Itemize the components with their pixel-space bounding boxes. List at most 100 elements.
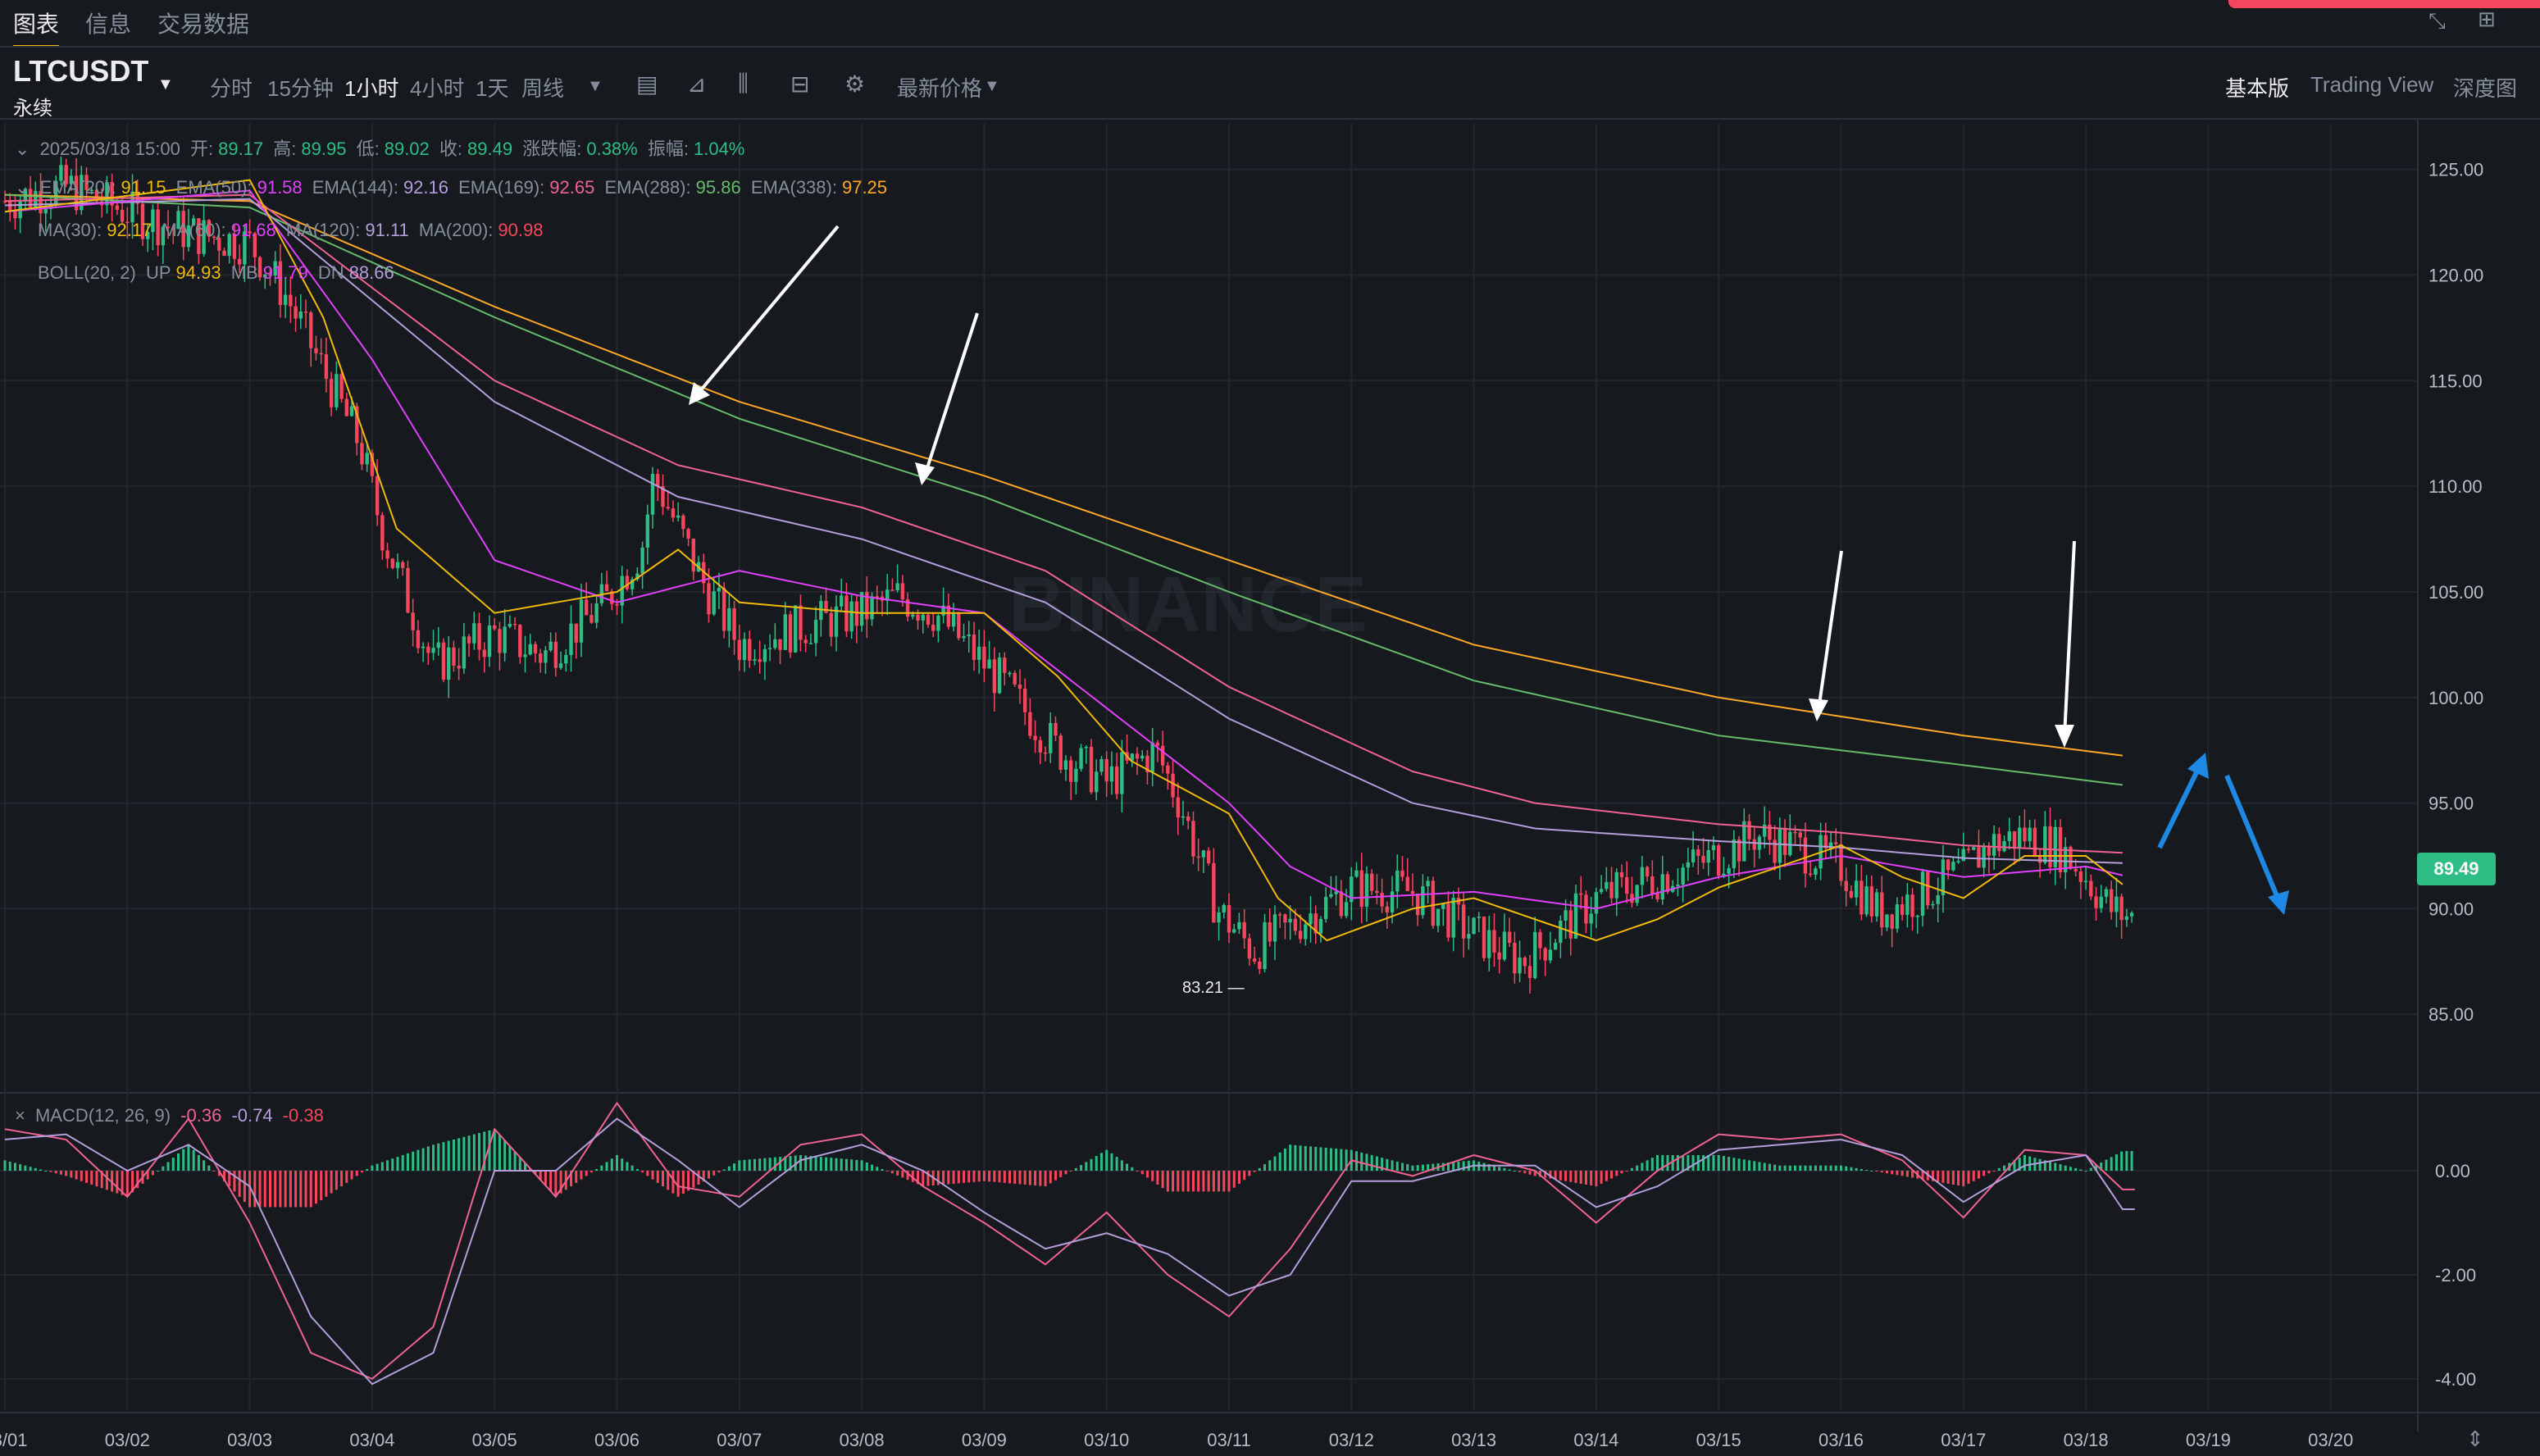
candle-body bbox=[110, 182, 114, 206]
candle-body bbox=[987, 659, 991, 669]
candle-body bbox=[1844, 880, 1848, 891]
collapse-legend-icon[interactable]: ⌄ bbox=[15, 177, 30, 198]
symbol-name[interactable]: LTCUSDT bbox=[13, 54, 149, 88]
ma30-value: 92.17 bbox=[107, 220, 152, 240]
macd-histogram-bar bbox=[284, 1171, 287, 1208]
more-timeframes-icon[interactable]: ▼ bbox=[587, 77, 603, 95]
macd-histogram-bar bbox=[472, 1134, 476, 1172]
template-icon[interactable]: ⊟ bbox=[790, 71, 810, 97]
candle-body bbox=[1323, 896, 1328, 920]
candle-body bbox=[1304, 924, 1308, 940]
macd-dea-value: -0.74 bbox=[231, 1105, 273, 1126]
macd-histogram-bar bbox=[1814, 1165, 1817, 1172]
tab-info[interactable]: 信息 bbox=[85, 11, 132, 37]
macd-histogram-bar bbox=[646, 1171, 649, 1176]
macd-histogram-bar bbox=[1243, 1171, 1246, 1181]
macd-histogram-bar bbox=[1666, 1154, 1669, 1172]
macd-histogram-bar bbox=[1172, 1171, 1175, 1192]
candle-body bbox=[1313, 913, 1318, 934]
scale-reset-icon[interactable]: ⇕ bbox=[2466, 1426, 2484, 1451]
ema-line bbox=[4, 193, 2123, 757]
timeframe-week[interactable]: 周线 bbox=[521, 76, 565, 101]
layout-grid-icon[interactable]: ⊞ bbox=[2478, 7, 2496, 31]
macd-histogram-bar bbox=[1997, 1167, 2001, 1172]
candle-body bbox=[854, 601, 859, 626]
candle-type-icon[interactable]: ⫼ bbox=[738, 71, 749, 96]
pane-divider[interactable] bbox=[0, 1092, 2540, 1094]
macd-histogram-bar bbox=[432, 1144, 435, 1172]
close-indicator-icon[interactable]: × bbox=[15, 1105, 25, 1126]
macd-histogram-bar bbox=[1503, 1167, 1506, 1172]
candle-body bbox=[1217, 912, 1221, 923]
boll-label: BOLL(20, 2) bbox=[38, 262, 136, 283]
macd-histogram-bar bbox=[1717, 1154, 1720, 1172]
macd-histogram-bar bbox=[890, 1171, 894, 1174]
candle-body bbox=[1722, 873, 1726, 876]
ema338-label: EMA(338): bbox=[750, 177, 837, 198]
candle-body bbox=[1114, 766, 1119, 794]
candle-body bbox=[1814, 868, 1818, 876]
macd-histogram-bar bbox=[54, 1171, 57, 1174]
candle-body bbox=[1956, 861, 1960, 862]
projection-arrowhead bbox=[2268, 890, 2289, 915]
macd-histogram-bar bbox=[753, 1158, 756, 1172]
view-depth[interactable]: 深度图 bbox=[2453, 76, 2518, 101]
calendar-icon[interactable]: ▤ bbox=[636, 71, 658, 97]
ma30-label: MA(30): bbox=[38, 220, 102, 240]
candle-body bbox=[1573, 893, 1578, 939]
candle-body bbox=[462, 636, 467, 669]
candle-body bbox=[1354, 870, 1359, 877]
view-basic[interactable]: 基本版 bbox=[2225, 76, 2290, 101]
candle-body bbox=[1033, 735, 1037, 740]
candle-body bbox=[553, 641, 558, 668]
candle-body bbox=[493, 625, 497, 630]
candle-body bbox=[1773, 839, 1777, 863]
timeframe-4h[interactable]: 4小时 bbox=[410, 76, 465, 101]
macd-histogram-bar bbox=[773, 1157, 776, 1172]
macd-histogram-bar bbox=[1676, 1154, 1679, 1172]
tab-trade-data[interactable]: 交易数据 bbox=[157, 11, 250, 37]
candle-body bbox=[1155, 742, 1160, 746]
macd-histogram-bar bbox=[462, 1136, 466, 1172]
candle-body bbox=[1008, 672, 1012, 675]
macd-histogram-bar bbox=[871, 1164, 874, 1172]
macd-histogram-bar bbox=[1299, 1145, 1302, 1172]
indicator-icon[interactable]: ⊿ bbox=[687, 71, 707, 97]
price-type-select[interactable]: 最新价格 bbox=[897, 76, 983, 101]
candle-body bbox=[1089, 746, 1094, 793]
candle-body bbox=[1028, 712, 1032, 736]
timeframe-minute[interactable]: 分时 bbox=[210, 76, 253, 101]
macd-histogram-bar bbox=[855, 1159, 858, 1172]
macd-histogram-bar bbox=[1630, 1167, 1633, 1172]
collapse-legend-icon[interactable]: ⌄ bbox=[15, 139, 30, 159]
macd-histogram-bar bbox=[1859, 1168, 1863, 1172]
collapse-icon[interactable]: ⤡ bbox=[2428, 8, 2446, 33]
macd-histogram-bar bbox=[982, 1171, 986, 1181]
candle-body bbox=[538, 653, 543, 663]
macd-histogram-bar bbox=[1636, 1165, 1639, 1172]
macd-histogram-bar bbox=[651, 1171, 654, 1180]
settings-gear-icon[interactable]: ⚙ bbox=[844, 71, 866, 97]
macd-histogram-bar bbox=[447, 1140, 450, 1172]
macd-histogram-bar bbox=[1819, 1165, 1823, 1172]
candle-body bbox=[1252, 958, 1257, 962]
candle-body bbox=[1079, 748, 1083, 769]
candle-body bbox=[1120, 752, 1124, 794]
timeframe-15m[interactable]: 15分钟 bbox=[267, 76, 334, 101]
symbol-dropdown-icon[interactable]: ▼ bbox=[157, 75, 174, 93]
macd-histogram-bar bbox=[85, 1171, 89, 1183]
candle-body bbox=[794, 605, 798, 653]
candle-body bbox=[512, 623, 517, 626]
macd-histogram-bar bbox=[544, 1171, 547, 1186]
timeframe-1d[interactable]: 1天 bbox=[476, 76, 509, 101]
ema-legend: ⌄ EMA(20): 91.15 EMA(50): 91.58 EMA(144): 9… bbox=[15, 177, 892, 198]
candle-body bbox=[1344, 902, 1349, 917]
view-tradingview[interactable]: Trading View bbox=[2310, 72, 2434, 97]
macd-histogram-bar bbox=[2043, 1160, 2046, 1172]
price-type-dropdown-icon[interactable]: ▼ bbox=[984, 77, 1000, 95]
timeframe-1h[interactable]: 1小时 bbox=[344, 76, 399, 101]
annotation-arrows bbox=[689, 225, 2289, 915]
macd-histogram-bar bbox=[1110, 1153, 1113, 1172]
macd-histogram-bar bbox=[605, 1162, 608, 1172]
